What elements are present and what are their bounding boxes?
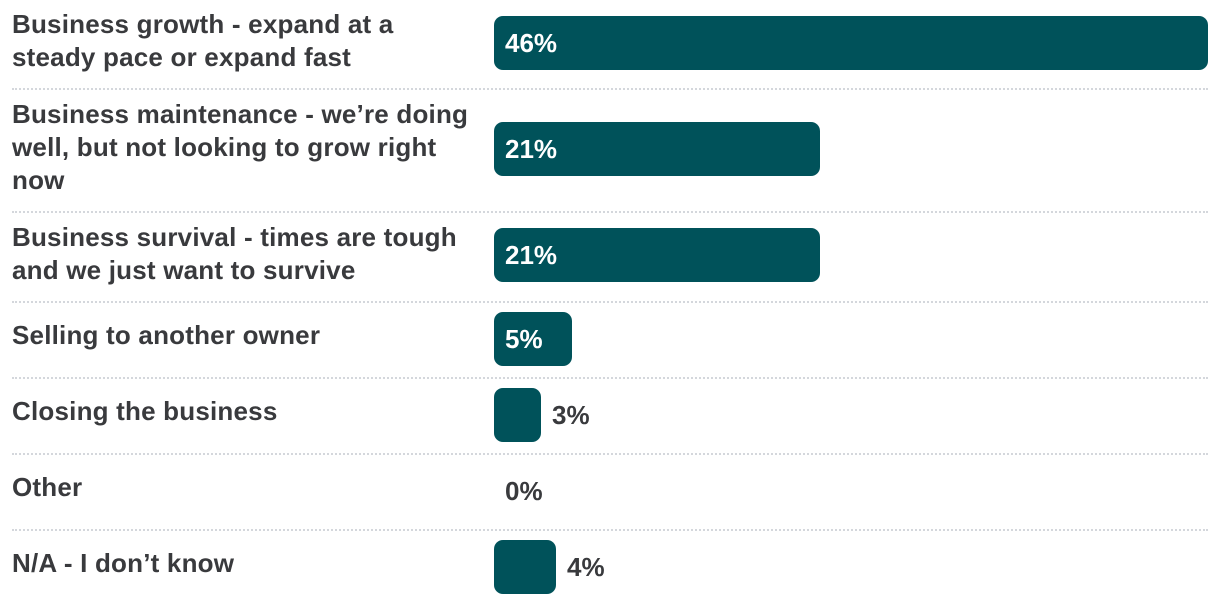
- row-separator: [12, 529, 1208, 531]
- category-label: Closing the business: [12, 396, 278, 426]
- row-separator: [12, 88, 1208, 90]
- row-separator: [12, 377, 1208, 379]
- bar: [494, 16, 1208, 70]
- category-label: Business survival - times are tough and …: [12, 222, 457, 285]
- bar: [494, 312, 572, 366]
- value-label: 3%: [552, 400, 590, 430]
- value-label: 4%: [567, 552, 605, 582]
- category-label: Other: [12, 472, 83, 502]
- bar: [494, 388, 541, 442]
- bar-row: Selling to another owner 5%: [0, 301, 1220, 377]
- bar: [494, 122, 820, 176]
- row-separator: [12, 301, 1208, 303]
- bar-row: Other 0%: [0, 453, 1220, 529]
- value-label: 0%: [505, 476, 543, 506]
- category-label: Business maintenance - we’re doing well,…: [12, 99, 469, 195]
- category-label: Business growth - expand at a steady pac…: [12, 9, 394, 72]
- category-label: N/A - I don’t know: [12, 548, 235, 578]
- bar: [494, 228, 820, 282]
- bar-row: Business maintenance - we’re doing well,…: [0, 88, 1220, 211]
- bar-row: Business growth - expand at a steady pac…: [0, 0, 1220, 88]
- row-separator: [12, 453, 1208, 455]
- value-label: 46%: [505, 28, 558, 58]
- bar-row: Business survival - times are tough and …: [0, 211, 1220, 301]
- bar-row: Closing the business 3%: [0, 377, 1220, 453]
- bar-row: N/A - I don’t know 4%: [0, 529, 1220, 604]
- row-separator: [12, 211, 1208, 213]
- value-label: 5%: [505, 324, 543, 354]
- value-label: 21%: [505, 240, 558, 270]
- value-label: 21%: [505, 134, 558, 164]
- category-label: Selling to another owner: [12, 320, 321, 350]
- bar: [494, 540, 556, 594]
